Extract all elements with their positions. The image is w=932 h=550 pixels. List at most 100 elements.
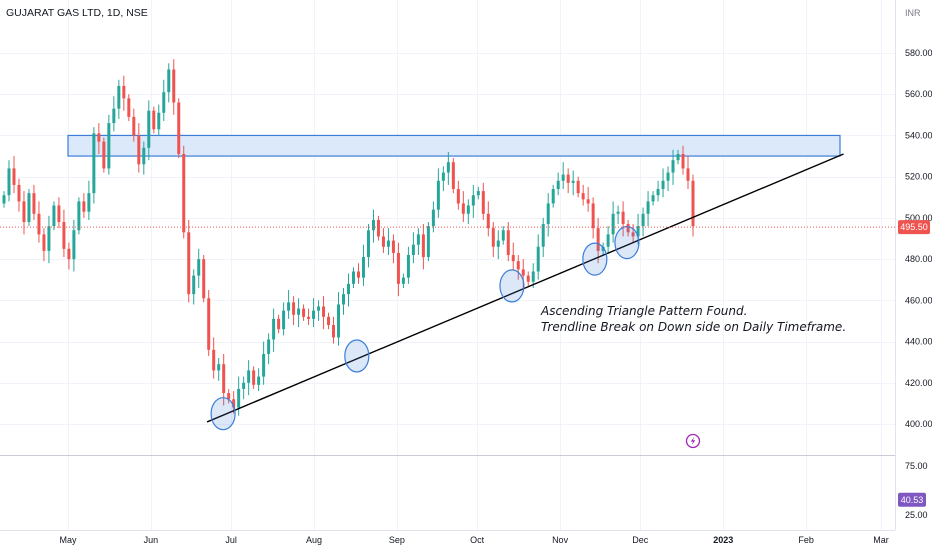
candle-body: [521, 269, 525, 276]
candle-body: [152, 110, 156, 130]
touch-circle[interactable]: [499, 269, 525, 303]
candle-body: [17, 184, 21, 202]
candle: [52, 201, 56, 231]
touch-circle[interactable]: [344, 339, 370, 373]
time-tick-label: 2023: [713, 535, 733, 545]
last-price-badge: 495.50: [898, 220, 930, 235]
touch-circle[interactable]: [582, 242, 608, 276]
candle-body: [327, 316, 331, 326]
candle: [626, 219, 630, 237]
candle-body: [87, 193, 91, 212]
candle: [406, 246, 410, 284]
candle-body: [476, 191, 480, 196]
last-price-badge-bg: [898, 220, 930, 235]
candle-body: [347, 283, 350, 295]
candle-body: [406, 254, 410, 278]
candle-body: [147, 110, 151, 148]
candle-body: [157, 112, 161, 130]
candle: [451, 158, 455, 194]
candle-body: [651, 195, 655, 202]
candle: [227, 388, 231, 404]
candle-body: [486, 213, 490, 229]
candle: [252, 366, 256, 389]
candle: [396, 242, 400, 297]
indicator-tick-label: 75.00: [905, 461, 928, 471]
candle: [611, 201, 615, 243]
candle-body: [277, 318, 281, 330]
candle-body: [172, 69, 176, 103]
candle-body: [401, 277, 405, 284]
candle: [157, 104, 161, 136]
price-tick-label: 440.00: [905, 337, 932, 347]
candle-body: [491, 228, 495, 247]
time-tick-label: Sep: [389, 535, 405, 545]
candle: [506, 222, 510, 262]
candle: [182, 145, 186, 239]
candle: [147, 100, 151, 161]
price-tick-label: 520.00: [905, 172, 932, 182]
candle: [546, 193, 550, 237]
candle-body: [666, 172, 670, 181]
candle-body: [222, 364, 226, 394]
candle: [287, 290, 291, 319]
indicator-badge: 40.53: [898, 492, 926, 507]
ascending-trendline[interactable]: [206, 153, 844, 423]
candle: [152, 106, 156, 134]
candle-body: [237, 388, 241, 408]
price-tick-label: 460.00: [905, 295, 932, 305]
candle: [656, 180, 660, 202]
candle-body: [117, 85, 121, 109]
candle: [641, 207, 645, 237]
candle: [272, 308, 276, 352]
candle-body: [426, 226, 430, 258]
candle-body: [536, 246, 540, 272]
candle-body: [37, 213, 41, 235]
price-tick-label: 400.00: [905, 419, 932, 429]
candle: [312, 298, 316, 328]
candle: [441, 166, 445, 192]
resistance-zone[interactable]: [67, 134, 841, 157]
candle-body: [197, 259, 201, 276]
candle: [511, 242, 515, 270]
candle-body: [591, 203, 595, 229]
candle: [277, 314, 281, 334]
candle-body: [52, 205, 56, 227]
price-axis[interactable]: 580.00 560.00 540.00 520.00 500.00 480.00 460.…: [905, 48, 932, 429]
candle-body: [317, 306, 321, 311]
touch-circle[interactable]: [210, 397, 236, 431]
candle-body: [107, 123, 111, 169]
candle: [376, 215, 380, 241]
candle: [32, 184, 36, 220]
time-tick-label: May: [59, 535, 77, 545]
candle-body: [162, 92, 166, 113]
candle-body: [192, 275, 196, 295]
candle: [7, 160, 11, 202]
candle-body: [631, 232, 635, 237]
candle: [391, 234, 395, 264]
candle-body: [511, 254, 515, 262]
candle: [72, 219, 76, 272]
candle-body: [506, 230, 510, 255]
candle: [676, 149, 680, 165]
candles-layer: [2, 59, 695, 416]
candle-body: [636, 226, 640, 237]
time-axis[interactable]: May Jun Jul Aug Sep Oct Nov Dec 2023 Feb Mar: [59, 535, 888, 545]
candle: [556, 172, 560, 196]
lightning-icon[interactable]: [685, 433, 701, 449]
candle: [361, 244, 365, 286]
candle-body: [481, 191, 485, 214]
candle: [651, 191, 655, 206]
candle-body: [282, 310, 286, 330]
candle-body: [62, 222, 66, 249]
candle: [351, 267, 355, 288]
touch-circle[interactable]: [614, 226, 640, 260]
candle: [471, 184, 475, 218]
candle: [337, 292, 341, 346]
candle: [242, 376, 246, 400]
candle: [526, 271, 530, 286]
candle-body: [606, 234, 610, 247]
candle: [516, 254, 520, 280]
candle-body: [22, 201, 26, 223]
candle: [217, 358, 221, 381]
candle-body: [122, 85, 126, 99]
